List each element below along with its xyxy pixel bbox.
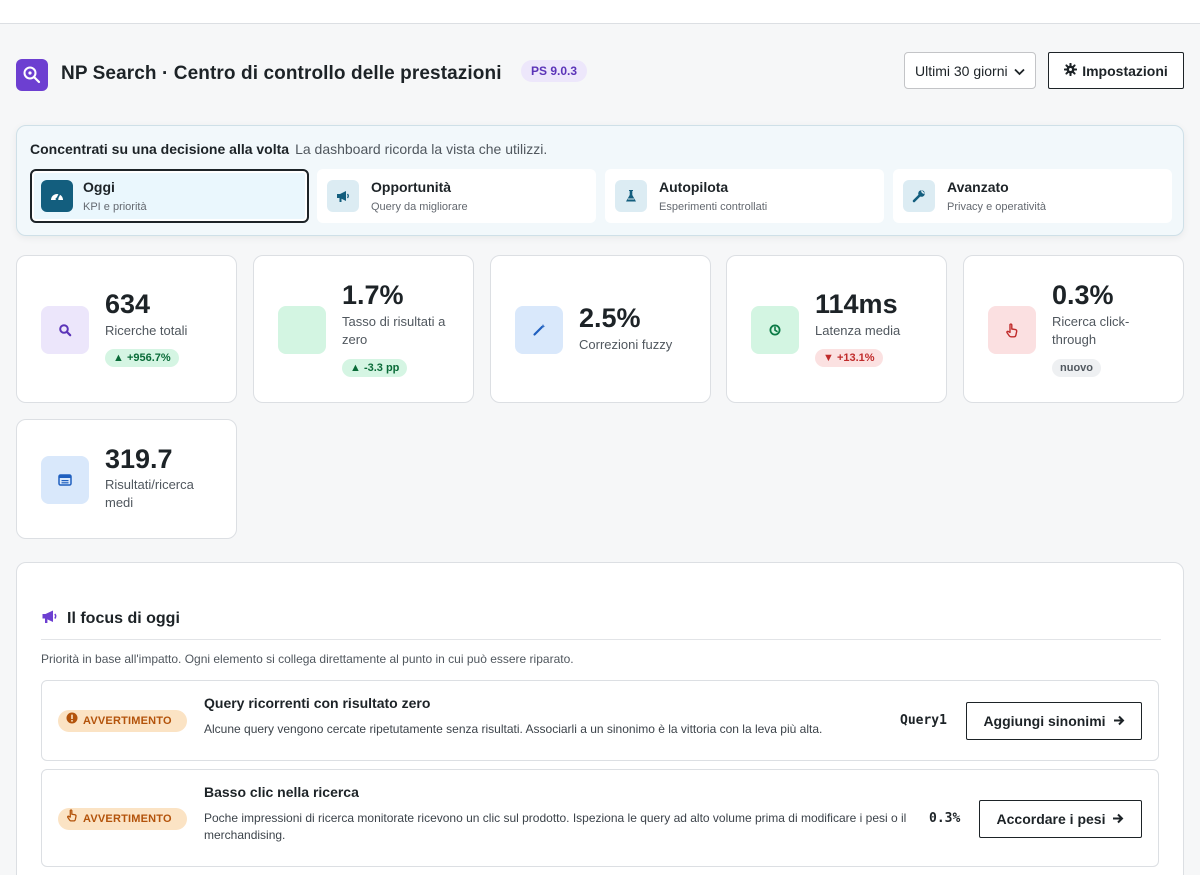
kpi-trend-badge: ▼ +13.1% [815,349,883,367]
kpi-label: Correzioni fuzzy [579,337,673,352]
severity-badge: AVVERTIMENTO [58,710,187,732]
search-logo-icon [16,59,48,91]
megaphone-icon [41,609,59,629]
settings-label: Impostazioni [1082,62,1168,79]
list-icon [41,456,89,504]
kpi-label: Tasso di risultati a zero [342,314,446,347]
tab-title: Opportunità [371,179,452,195]
view-selector-title: Concentrati su una decisione alla volta [30,141,290,157]
kpi-value: 114ms [815,289,898,319]
exclamation-icon [66,710,78,732]
zero-results-icon [278,306,326,354]
pointer-hand-icon [988,306,1036,354]
kpi-label: Ricerca click-through [1052,314,1130,347]
tab-opportunita[interactable]: Opportunità Query da migliorare [317,169,596,223]
kpi-trend-badge: nuovo [1052,359,1101,377]
arrow-right-icon [1113,713,1125,729]
date-range-value: Ultimi 30 giorni [915,62,1008,79]
gear-icon [1063,62,1078,79]
button-label: Aggiungi sinonimi [983,713,1106,729]
clock-icon [751,306,799,354]
kpi-card-total-searches: 634 Ricerche totali ▲ +956.7% [16,255,237,403]
view-selector-panel: Concentrati su una decisione alla volta L… [16,125,1184,236]
settings-button[interactable]: Impostazioni [1048,52,1184,89]
button-label: Accordare i pesi [996,811,1106,827]
kpi-label: Risultati/ricerca medi [105,477,194,510]
today-focus-intro: Priorità in base all'impatto. Ogni eleme… [41,652,574,666]
kpi-card-zero-results: 1.7% Tasso di risultati a zero ▲ -3.3 pp [253,255,474,403]
today-focus-section: Il focus di oggi Priorità in base all'im… [16,562,1184,875]
today-focus-heading: Il focus di oggi [41,609,180,629]
tab-subtitle: Query da migliorare [371,201,468,213]
priority-item: AVVERTIMENTO Query ricorrenti con risult… [41,680,1159,761]
kpi-value: 0.3% [1052,280,1114,310]
version-badge: PS 9.0.3 [521,60,588,82]
kpi-trend-badge: ▲ +956.7% [105,349,179,367]
divider [41,639,1161,640]
kpi-value: 2.5% [579,303,641,333]
item-metric: 0.3% [929,811,961,826]
today-focus-title: Il focus di oggi [67,610,180,627]
tab-oggi[interactable]: Oggi KPI e priorità [30,169,309,223]
item-title: Query ricorrenti con risultato zero [204,695,431,711]
item-metric: Query1 [900,713,947,728]
tab-title: Autopilota [659,179,729,195]
kpi-label: Latenza media [815,323,901,338]
severity-label: AVVERTIMENTO [83,813,172,825]
kpi-card-latency: 114ms Latenza media ▼ +13.1% [726,255,947,403]
kpi-value: 319.7 [105,444,173,474]
tab-title: Avanzato [947,179,1009,195]
megaphone-icon [327,180,359,212]
item-title: Basso clic nella ricerca [204,784,359,800]
flask-icon [615,180,647,212]
tab-autopilota[interactable]: Autopilota Esperimenti controllati [605,169,884,223]
pointer-hand-icon [66,808,78,830]
tab-subtitle: KPI e priorità [83,201,147,213]
tab-subtitle: Privacy e operatività [947,201,1047,213]
tab-avanzato[interactable]: Avanzato Privacy e operatività [893,169,1172,223]
date-range-select[interactable]: Ultimi 30 giorni [904,52,1036,89]
view-selector-heading: Concentrati su una decisione alla volta L… [30,141,547,157]
chevron-down-icon [1014,63,1025,79]
tab-title: Oggi [83,179,115,195]
page-title: NP Search · Centro di controllo delle pr… [61,63,502,84]
kpi-value: 1.7% [342,280,404,310]
tune-weights-button[interactable]: Accordare i pesi [979,800,1142,838]
kpi-trend-badge: ▲ -3.3 pp [342,359,408,377]
kpi-label: Ricerche totali [105,323,188,338]
arrow-right-icon [1112,811,1124,827]
admin-top-bar [0,0,1200,24]
dashboard-icon [41,180,73,212]
tab-subtitle: Esperimenti controllati [659,201,768,213]
kpi-card-click-through: 0.3% Ricerca click-through nuovo [963,255,1184,403]
priority-item: AVVERTIMENTO Basso clic nella ricerca Po… [41,769,1159,867]
kpi-card-avg-results: 319.7 Risultati/ricerca medi [16,419,237,539]
kpi-value: 634 [105,289,151,319]
severity-label: AVVERTIMENTO [83,715,172,727]
severity-badge: AVVERTIMENTO [58,808,187,830]
magic-wand-icon [515,306,563,354]
item-description: Alcune query vengono cercate ripetutamen… [204,722,823,736]
search-icon [41,306,89,354]
view-selector-hint: La dashboard ricorda la vista che utiliz… [295,141,548,157]
add-synonyms-button[interactable]: Aggiungi sinonimi [966,702,1142,740]
page-header: NP Search · Centro di controllo delle pr… [16,52,1184,91]
wrench-icon [903,180,935,212]
kpi-card-fuzzy-corrections: 2.5% Correzioni fuzzy [490,255,711,403]
item-description: Poche impressioni di ricerca monitorate … [204,811,907,842]
view-tabs: Oggi KPI e priorità Opportunità Query da… [30,169,1172,223]
